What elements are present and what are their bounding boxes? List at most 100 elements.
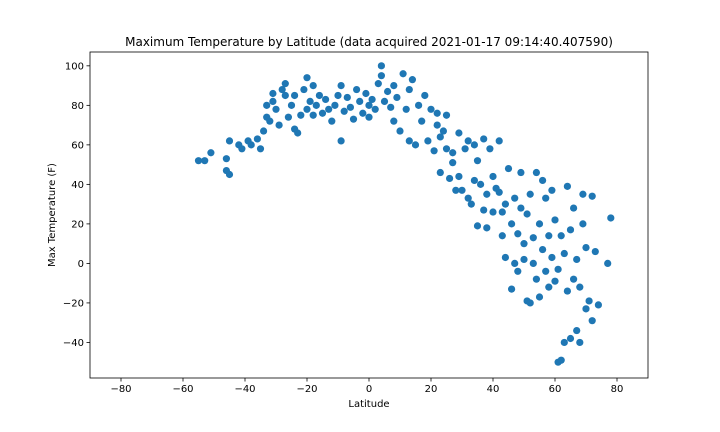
data-point <box>455 129 463 137</box>
data-point <box>390 117 398 125</box>
data-point <box>542 194 550 202</box>
y-tick-label: 60 <box>71 140 84 151</box>
data-point <box>508 220 516 228</box>
data-point <box>194 157 203 165</box>
data-point <box>297 111 305 119</box>
data-point <box>446 174 454 183</box>
data-point <box>418 117 426 125</box>
x-tick-label: −80 <box>110 384 131 395</box>
data-point <box>542 267 550 275</box>
data-point <box>272 105 280 113</box>
data-point <box>436 168 444 177</box>
y-tick-label: −20 <box>63 298 84 309</box>
data-point <box>551 216 559 224</box>
data-point <box>449 149 457 157</box>
data-point <box>517 168 525 177</box>
data-point <box>548 253 556 262</box>
data-point <box>545 232 553 240</box>
data-point <box>353 85 361 94</box>
data-point <box>222 155 230 163</box>
chart-title: Maximum Temperature by Latitude (data ac… <box>125 35 613 49</box>
data-point <box>309 111 317 119</box>
data-point <box>331 101 339 109</box>
y-tick-label: 20 <box>71 219 84 230</box>
data-point <box>489 172 497 181</box>
data-point <box>256 145 265 153</box>
data-point <box>415 101 423 109</box>
data-point <box>566 334 575 343</box>
data-point <box>362 89 370 98</box>
data-point <box>312 101 320 109</box>
data-point <box>368 95 376 104</box>
data-point <box>384 87 392 96</box>
x-axis-label: Latitude <box>348 399 389 410</box>
data-point <box>371 105 379 113</box>
data-point <box>501 253 509 262</box>
data-point <box>504 164 513 173</box>
data-point <box>405 85 413 94</box>
data-point <box>281 91 289 100</box>
data-point <box>470 176 478 185</box>
data-point <box>433 121 441 129</box>
data-point <box>436 133 444 141</box>
data-point <box>287 101 296 109</box>
x-tick-label: 0 <box>366 384 372 395</box>
x-tick-label: −20 <box>296 384 317 395</box>
data-point <box>532 275 541 283</box>
data-point <box>470 141 478 149</box>
data-point <box>349 115 358 123</box>
data-point <box>545 283 553 291</box>
data-point <box>356 97 364 105</box>
data-point <box>539 176 547 185</box>
data-point <box>424 137 432 145</box>
data-point <box>411 141 420 149</box>
data-point <box>294 129 302 137</box>
data-point <box>281 80 289 88</box>
data-point <box>207 149 215 157</box>
data-point <box>588 192 596 200</box>
data-point <box>393 93 401 102</box>
data-point <box>322 95 330 104</box>
data-point <box>498 232 506 240</box>
data-point <box>508 285 516 293</box>
data-point <box>365 113 373 121</box>
data-point <box>464 194 472 202</box>
data-point <box>529 259 537 268</box>
data-point <box>495 188 503 196</box>
data-point <box>576 338 584 347</box>
data-point <box>604 259 612 268</box>
data-point <box>557 356 565 364</box>
x-tick-label: 60 <box>549 384 562 395</box>
data-point <box>566 226 575 234</box>
data-point <box>498 208 506 216</box>
data-point <box>408 76 416 84</box>
data-point <box>309 81 317 90</box>
data-point <box>483 190 491 198</box>
data-point <box>585 297 593 305</box>
data-point <box>306 97 314 105</box>
data-point <box>380 97 389 105</box>
data-point <box>570 275 578 283</box>
data-point <box>377 72 385 80</box>
data-point <box>315 91 323 100</box>
data-point <box>337 81 345 90</box>
data-point <box>551 277 559 285</box>
data-point <box>477 180 485 188</box>
data-point <box>579 190 587 198</box>
data-point <box>514 267 522 275</box>
data-point <box>607 214 615 222</box>
data-point <box>535 220 544 228</box>
data-point <box>517 204 525 212</box>
data-point <box>374 80 382 88</box>
data-point <box>300 85 308 94</box>
data-point <box>511 259 519 268</box>
data-point <box>560 338 568 347</box>
data-points <box>194 62 615 366</box>
data-point <box>343 93 351 102</box>
x-tick-label: 80 <box>611 384 624 395</box>
x-tick-label: 20 <box>425 384 438 395</box>
data-point <box>303 105 311 113</box>
data-point <box>458 186 466 194</box>
data-point <box>554 265 562 273</box>
